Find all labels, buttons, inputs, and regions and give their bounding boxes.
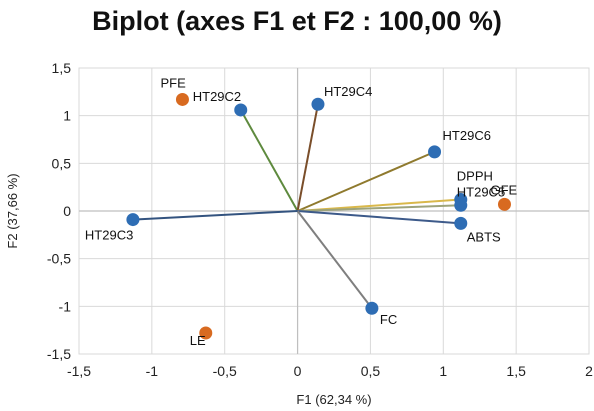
variable-label-ht29c3: HT29C3 bbox=[85, 228, 133, 243]
observation-label-le: LE bbox=[190, 333, 206, 348]
vector-line-fc bbox=[296, 210, 373, 309]
x-axis-title: F1 (62,34 %) bbox=[296, 392, 371, 407]
variable-label-fc: FC bbox=[380, 312, 397, 327]
variable-label-ht29c6: HT29C6 bbox=[443, 128, 491, 143]
x-tick-label: 0,5 bbox=[361, 363, 381, 379]
y-tick-label: -1 bbox=[59, 298, 72, 314]
variable-label-ht29c5: HT29C5 bbox=[457, 184, 505, 199]
y-tick-label: -1,5 bbox=[47, 346, 71, 362]
variable-label-abts: ABTS bbox=[467, 229, 501, 244]
y-tick-label: 1 bbox=[63, 108, 71, 124]
vector-line-ht29c5 bbox=[297, 204, 461, 212]
x-tick-label: 1 bbox=[439, 363, 447, 379]
x-tick-label: -1,5 bbox=[67, 363, 91, 379]
x-tick-label: -0,5 bbox=[213, 363, 237, 379]
variable-label-ht29c4: HT29C4 bbox=[324, 84, 372, 99]
vector-line-ht29c2 bbox=[239, 109, 299, 212]
observation-label-pfe: PFE bbox=[160, 75, 186, 90]
variable-point-abts bbox=[454, 216, 468, 230]
vector-line-abts bbox=[297, 210, 461, 225]
variable-point-ht29c4 bbox=[311, 97, 325, 111]
y-tick-label: 0,5 bbox=[52, 155, 72, 171]
y-tick-label: 1,5 bbox=[52, 60, 72, 76]
variable-point-fc bbox=[365, 301, 379, 315]
x-tick-label: 2 bbox=[585, 363, 593, 379]
variable-point-ht29c6 bbox=[428, 145, 442, 159]
variable-label-ht29c2: HT29C2 bbox=[193, 89, 241, 104]
observation-label-gfe: GFE bbox=[490, 182, 517, 197]
observation-point-pfe bbox=[175, 92, 189, 106]
vector-line-ht29c3 bbox=[132, 210, 298, 221]
vector-line-ht29c4 bbox=[296, 104, 319, 212]
y-axis-title: F2 (37,66 %) bbox=[5, 173, 20, 248]
observation-point-gfe bbox=[497, 197, 511, 211]
variable-label-dpph: DPPH bbox=[457, 169, 493, 184]
variable-point-ht29c5 bbox=[454, 198, 468, 212]
x-tick-label: -1 bbox=[146, 363, 159, 379]
x-tick-label: 1,5 bbox=[506, 363, 526, 379]
variable-point-ht29c2 bbox=[234, 103, 248, 117]
vector-line-ht29c6 bbox=[297, 150, 435, 212]
chart-title: Biplot (axes F1 et F2 : 100,00 %) bbox=[92, 6, 502, 36]
observation-point-le bbox=[199, 326, 213, 340]
x-tick-label: 0 bbox=[294, 363, 302, 379]
y-tick-label: -0,5 bbox=[47, 251, 71, 267]
variable-point-ht29c3 bbox=[126, 213, 140, 227]
y-tick-label: 0 bbox=[63, 203, 71, 219]
